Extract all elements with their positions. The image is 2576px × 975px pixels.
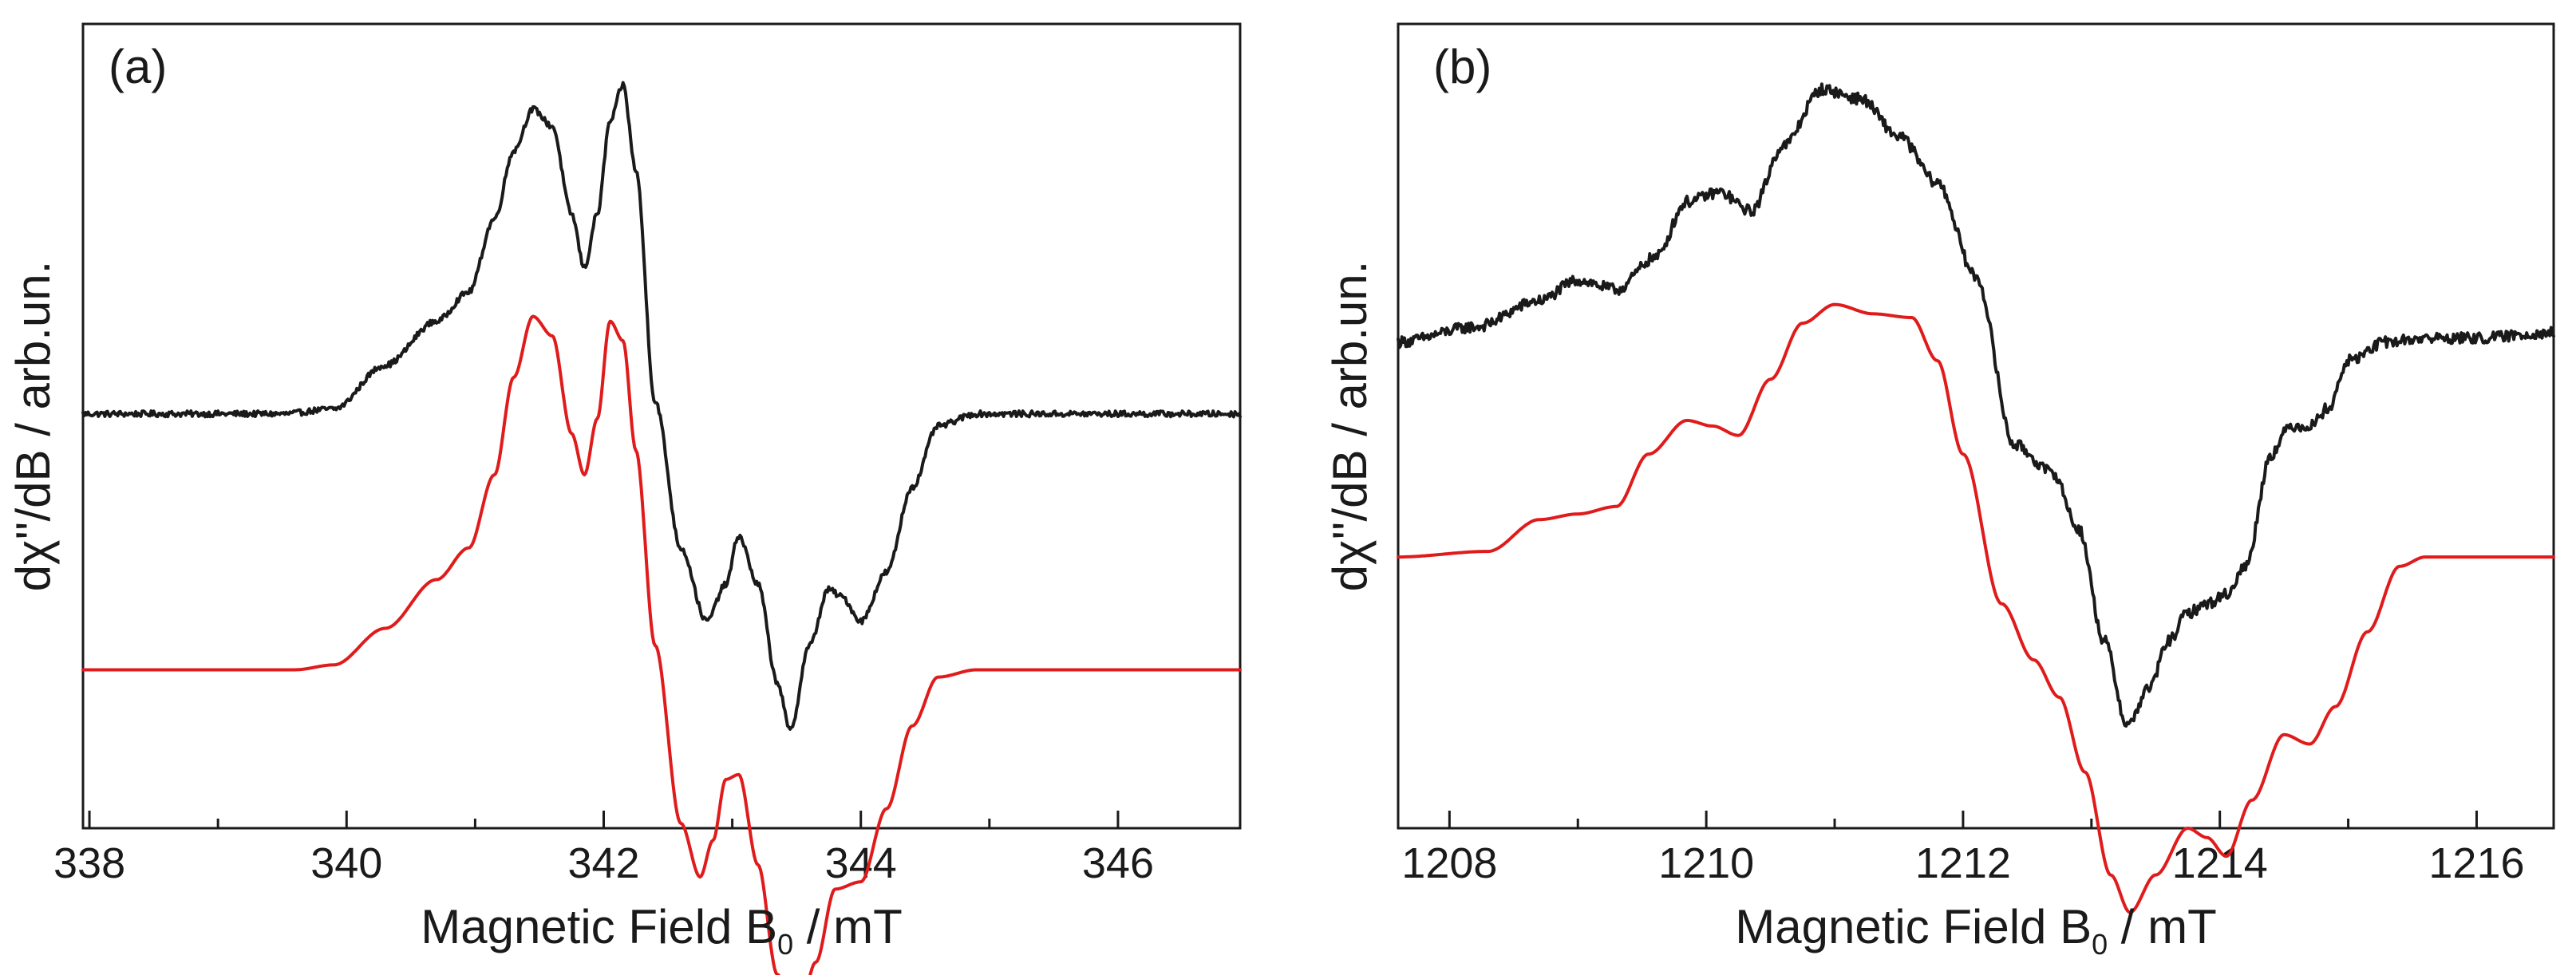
x-tick-label: 346 [1082,839,1154,887]
x-tick-label: 344 [825,839,897,887]
x-tick-label: 1208 [1401,839,1497,887]
series-experimental-line [81,81,1242,731]
panel-b: 1208 1210 1212 1214 1216 (b) dχ''/dB / arb.u… [1323,22,2555,961]
panel-b-marks: 1208 1210 1212 1214 1216 [1401,811,2525,887]
panel-b-label: (b) [1433,40,1491,93]
panel-b-x-axis-label: Magnetic Field B0 / mT [1735,900,2217,961]
x-tick-label: 342 [567,839,639,887]
panel-a-marks: 338 340 342 344 346 [53,811,1154,887]
panel-a-series [81,81,1242,975]
panel-b-plot-frame [1397,22,2555,830]
x-tick-label: 1210 [1658,839,1754,887]
panel-a-y-axis-label: dχ''/dB / arb.un. [6,261,60,592]
panel-a-label: (a) [109,40,167,93]
x-axis-label-unit: / mT [2108,900,2217,953]
series-simulation-line [1397,302,2555,914]
panel-b-y-axis-label: dχ''/dB / arb.un. [1323,261,1377,592]
series-simulation-line [81,314,1242,975]
x-tick-label: 340 [310,839,382,887]
x-tick-label: 338 [53,839,125,887]
panel-a: 338 340 342 344 346 (a) dχ''/dB / arb.un. Ma… [6,22,1242,975]
panel-a-x-axis-label: Magnetic Field B0 / mT [421,900,903,961]
x-axis-label-text: Magnetic Field B [1735,900,2092,953]
panel-a-plot-frame [81,22,1242,830]
series-experimental-line [1397,82,2555,728]
x-axis-label-unit: / mT [793,900,903,953]
panel-b-series [1397,82,2555,914]
x-tick-label: 1216 [2428,839,2524,887]
x-axis-label-text: Magnetic Field B [421,900,777,953]
x-axis-label-subscript: 0 [2092,928,2108,961]
x-axis-label-subscript: 0 [777,928,793,961]
x-tick-label: 1214 [2172,839,2268,887]
x-tick-label: 1212 [1915,839,2011,887]
